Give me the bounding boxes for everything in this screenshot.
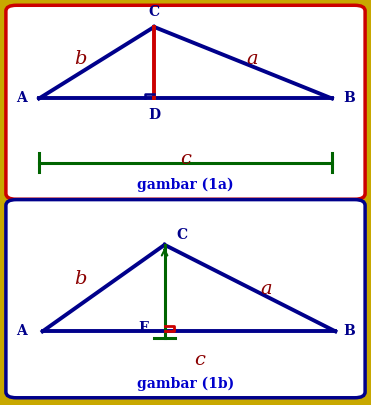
Text: a: a bbox=[260, 280, 272, 298]
Text: A: A bbox=[16, 324, 27, 339]
Text: c: c bbox=[180, 150, 191, 168]
Text: B: B bbox=[344, 92, 355, 105]
Text: b: b bbox=[75, 271, 87, 288]
Text: gambar (1b): gambar (1b) bbox=[137, 376, 234, 390]
Text: a: a bbox=[246, 50, 257, 68]
Text: D: D bbox=[148, 109, 160, 122]
Text: E: E bbox=[138, 320, 149, 335]
Text: b: b bbox=[75, 50, 87, 68]
Text: C: C bbox=[177, 228, 188, 242]
FancyBboxPatch shape bbox=[6, 200, 365, 398]
Text: A: A bbox=[16, 92, 27, 105]
Text: gambar (1a): gambar (1a) bbox=[137, 178, 234, 192]
FancyBboxPatch shape bbox=[6, 5, 365, 199]
Text: c: c bbox=[194, 351, 205, 369]
Text: B: B bbox=[344, 324, 355, 339]
Text: C: C bbox=[148, 5, 160, 19]
